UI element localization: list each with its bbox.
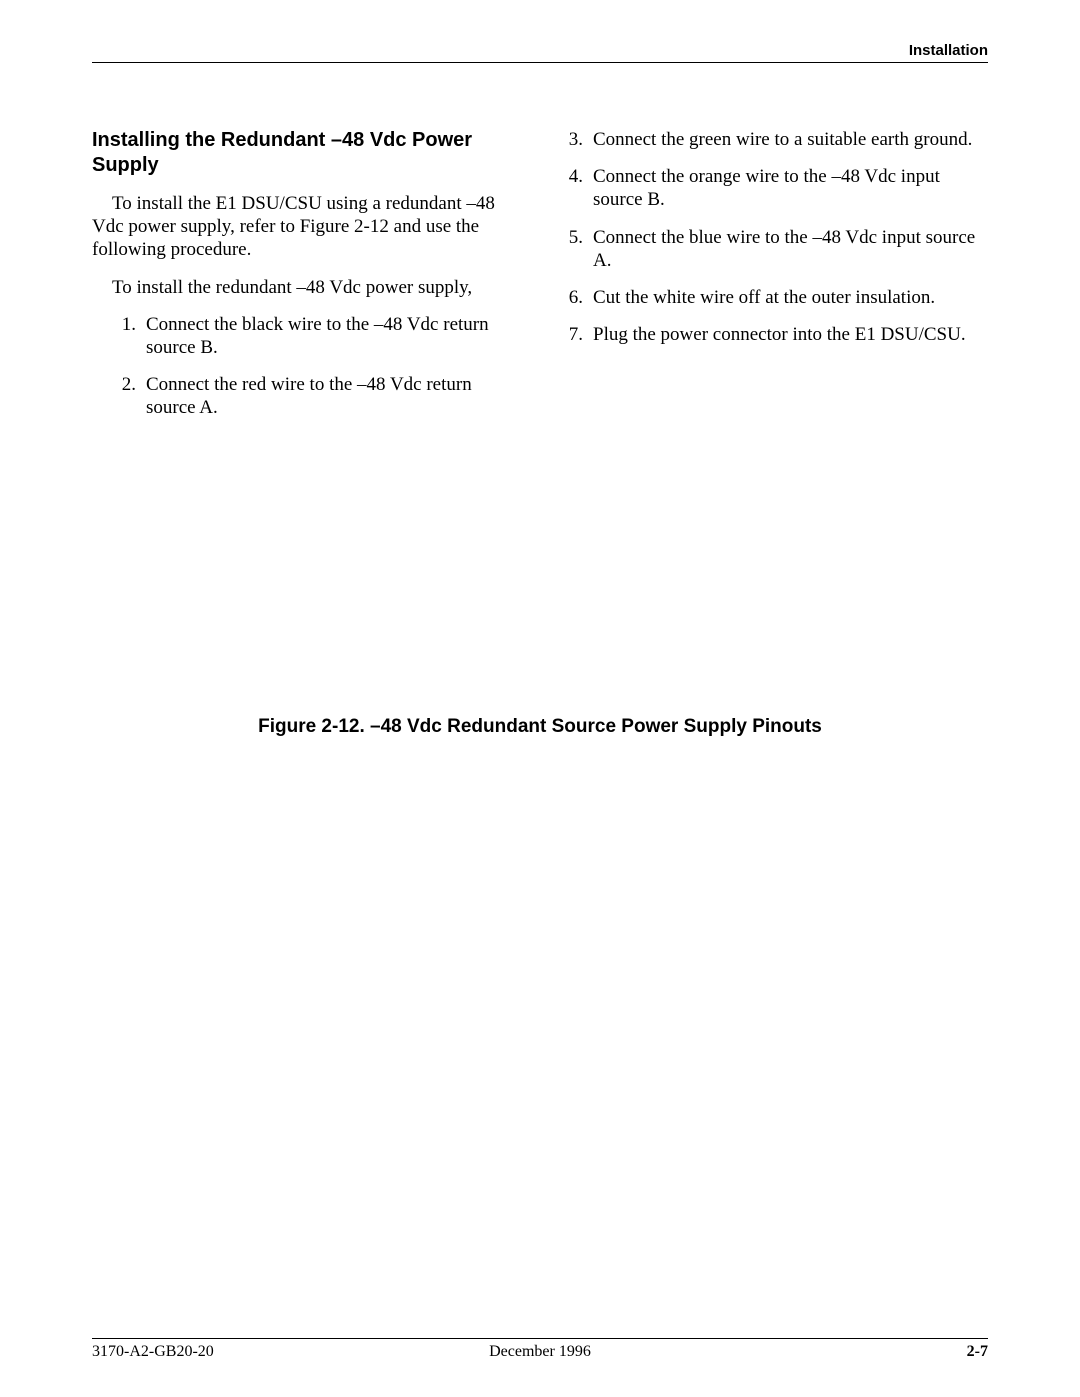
list-item: 1. Connect the black wire to the –48 Vdc… [92,313,521,359]
step-text: Connect the orange wire to the –48 Vdc i… [593,166,940,210]
step-number: 7. [559,323,583,346]
step-text: Connect the blue wire to the –48 Vdc inp… [593,227,975,271]
procedure-list-right: 3. Connect the green wire to a suitable … [559,128,988,346]
list-item: 7. Plug the power connector into the E1 … [559,323,988,346]
list-item: 3. Connect the green wire to a suitable … [559,128,988,151]
page: Installation Installing the Redundant –4… [0,0,1080,1397]
right-column: 3. Connect the green wire to a suitable … [559,128,988,433]
step-number: 2. [112,373,136,396]
procedure-list-left: 1. Connect the black wire to the –48 Vdc… [92,313,521,420]
step-text: Plug the power connector into the E1 DSU… [593,324,966,345]
step-text: Connect the red wire to the –48 Vdc retu… [146,374,472,418]
step-text: Cut the white wire off at the outer insu… [593,287,935,308]
step-number: 6. [559,286,583,309]
step-number: 5. [559,226,583,249]
intro-paragraph: To install the E1 DSU/CSU using a redund… [92,192,521,262]
figure-caption: Figure 2-12. –48 Vdc Redundant Source Po… [92,716,988,738]
step-number: 3. [559,128,583,151]
footer-date: December 1996 [92,1343,988,1361]
step-text: Connect the black wire to the –48 Vdc re… [146,314,489,358]
left-column: Installing the Redundant –48 Vdc Power S… [92,128,521,433]
list-item: 2. Connect the red wire to the –48 Vdc r… [92,373,521,419]
footer-rule [92,1338,988,1339]
list-item: 4. Connect the orange wire to the –48 Vd… [559,165,988,211]
section-heading: Installing the Redundant –48 Vdc Power S… [92,128,521,178]
step-number: 1. [112,313,136,336]
header-rule [92,62,988,63]
header-section-label: Installation [909,42,988,59]
list-item: 5. Connect the blue wire to the –48 Vdc … [559,226,988,272]
step-text: Connect the green wire to a suitable ear… [593,129,972,150]
list-item: 6. Cut the white wire off at the outer i… [559,286,988,309]
lead-paragraph: To install the redundant –48 Vdc power s… [92,276,521,299]
content-columns: Installing the Redundant –48 Vdc Power S… [92,128,988,433]
footer: 3170-A2-GB20-20 December 1996 2-7 [92,1343,988,1361]
step-number: 4. [559,165,583,188]
